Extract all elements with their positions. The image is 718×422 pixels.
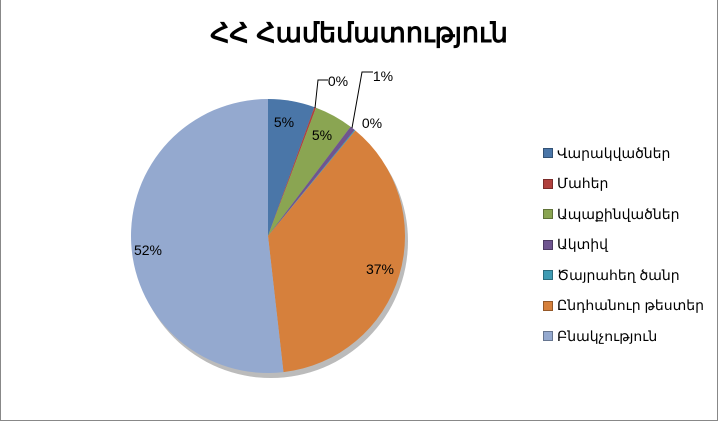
legend-label: Վարակվածներ (557, 144, 671, 161)
legend-item: Ապաքինվածներ (543, 199, 704, 230)
legend: Վարակվածներ Մահեր Ապաքինվածներ Ակտիվ Ծայրահե… (543, 138, 704, 352)
legend-swatch (543, 178, 553, 189)
legend-swatch (543, 270, 553, 281)
legend-swatch (543, 300, 553, 311)
data-label: 52% (134, 242, 162, 258)
pie-slice[interactable] (268, 107, 317, 236)
pie-slice[interactable] (268, 129, 356, 236)
legend-item: Մահեր (543, 169, 704, 200)
legend-swatch (543, 148, 553, 159)
data-label: 5% (274, 114, 294, 130)
data-label: 37% (366, 261, 394, 277)
pie-slice[interactable] (130, 99, 284, 374)
data-label: 0% (362, 115, 382, 131)
legend-item: Ակտիվ (543, 230, 704, 261)
legend-label: Ընդհանուր թեստեր (557, 297, 704, 314)
legend-swatch (543, 239, 553, 250)
legend-swatch (543, 331, 553, 342)
legend-swatch (543, 209, 553, 220)
leader-line (314, 79, 328, 109)
legend-label: Ակտիվ (557, 236, 608, 253)
data-label: 5% (312, 127, 332, 143)
legend-label: Ապաքինվածներ (557, 205, 680, 222)
legend-label: Մահեր (557, 175, 609, 192)
legend-label: Բնակչություն (557, 327, 658, 344)
leader-line (351, 71, 373, 129)
legend-item: Ընդհանուր թեստեր (543, 291, 704, 322)
pie-slice[interactable] (268, 126, 355, 236)
pie-slice[interactable] (268, 107, 351, 237)
data-label: 0% (328, 73, 348, 89)
pie-slice[interactable] (268, 99, 315, 236)
legend-item: Ծայրահեղ ծանր (543, 260, 704, 291)
data-label: 1% (373, 68, 393, 84)
legend-item: Բնակչություն (543, 321, 704, 352)
chart-title: ՀՀ Համեմատություն (210, 18, 508, 48)
legend-item: Վարակվածներ (543, 138, 704, 169)
pie-slice[interactable] (268, 130, 406, 373)
legend-label: Ծայրահեղ ծանր (557, 266, 680, 283)
